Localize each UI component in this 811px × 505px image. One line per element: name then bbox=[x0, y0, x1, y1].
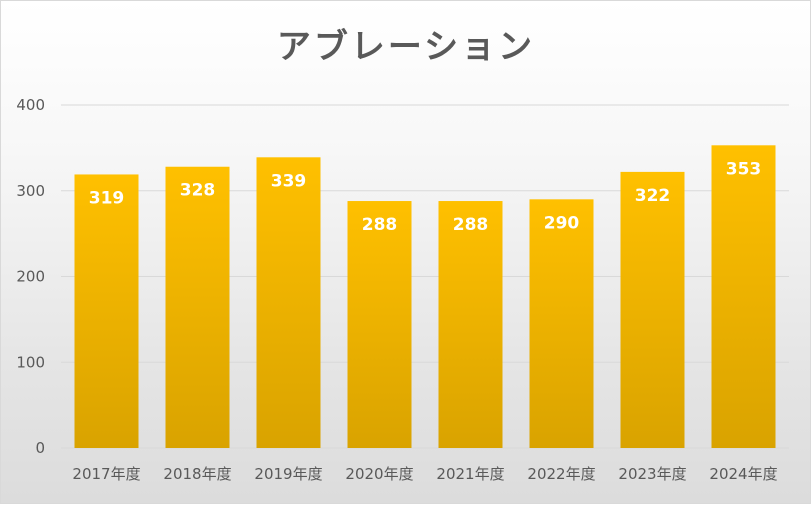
bar-2023年度 bbox=[620, 171, 685, 448]
y-tick-label: 400 bbox=[16, 96, 45, 114]
data-label: 290 bbox=[544, 213, 580, 233]
x-tick-label: 2020年度 bbox=[345, 465, 413, 483]
bar-2020年度 bbox=[347, 201, 412, 448]
bar-2018年度 bbox=[165, 166, 230, 449]
y-tick-label: 0 bbox=[35, 439, 45, 457]
x-tick-label: 2019年度 bbox=[254, 465, 322, 483]
bar-2024年度 bbox=[711, 145, 776, 449]
data-label: 353 bbox=[726, 159, 762, 179]
data-label: 339 bbox=[271, 171, 307, 191]
data-label: 288 bbox=[453, 215, 489, 235]
x-tick-label: 2024年度 bbox=[709, 465, 777, 483]
bar-2021年度 bbox=[438, 201, 503, 448]
x-tick-label: 2017年度 bbox=[72, 465, 140, 483]
y-tick-label: 300 bbox=[16, 182, 45, 200]
x-tick-label: 2023年度 bbox=[618, 465, 686, 483]
bar-2022年度 bbox=[529, 199, 594, 448]
bar-2017年度 bbox=[74, 174, 139, 448]
data-label: 288 bbox=[362, 215, 398, 235]
y-axis-tick-labels: 0 100 200 300 400 bbox=[16, 96, 45, 457]
x-tick-label: 2018年度 bbox=[163, 465, 231, 483]
x-axis-tick-labels: 2017年度 2018年度 2019年度 2020年度 2021年度 2022年度 2023… bbox=[72, 465, 777, 483]
data-label: 328 bbox=[180, 181, 216, 201]
chart-title: アブレーション bbox=[277, 27, 535, 67]
y-tick-label: 100 bbox=[16, 353, 45, 371]
data-label: 322 bbox=[635, 186, 671, 206]
bars bbox=[74, 145, 776, 449]
x-tick-label: 2021年度 bbox=[436, 465, 504, 483]
y-tick-label: 200 bbox=[16, 268, 45, 286]
data-label: 319 bbox=[89, 188, 125, 208]
x-tick-label: 2022年度 bbox=[527, 465, 595, 483]
bar-2019年度 bbox=[256, 157, 321, 448]
data-labels: 319 328 339 288 288 290 322 353 bbox=[89, 159, 762, 235]
